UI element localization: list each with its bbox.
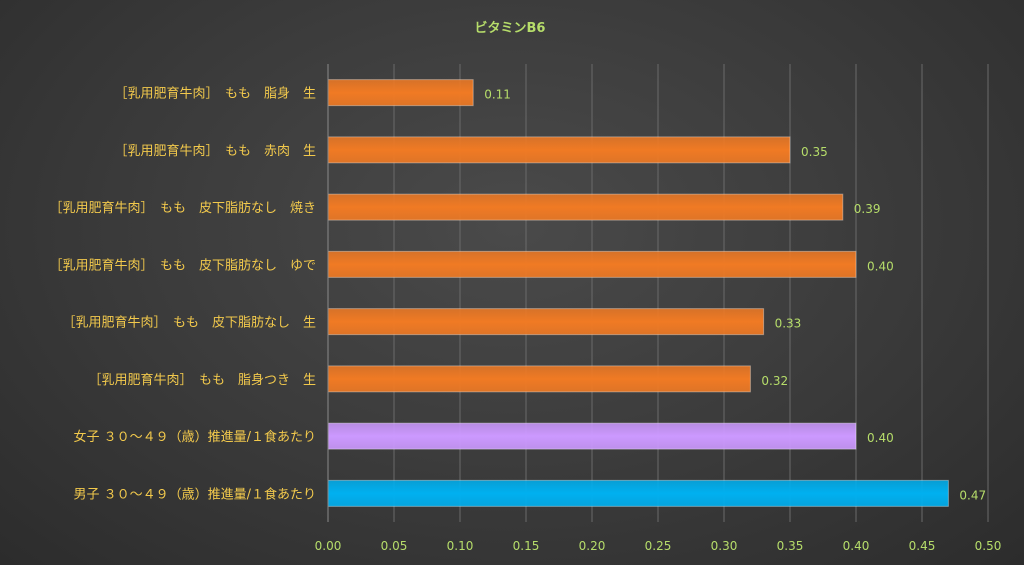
bar — [327, 365, 751, 393]
data-label: 0.47 — [959, 488, 986, 502]
bar — [327, 308, 765, 336]
data-label: 0.40 — [867, 431, 894, 445]
x-tick-label: 0.20 — [579, 539, 606, 553]
category-label: ［乳用肥育牛肉］ もも 脂身 生 — [114, 86, 316, 102]
chart-title: ビタミンB6 — [475, 20, 546, 36]
data-label: 0.32 — [761, 374, 788, 388]
bars — [327, 79, 949, 507]
category-label: ［乳用肥育牛肉］ もも 脂身つき 生 — [88, 372, 316, 388]
category-label: ［乳用肥育牛肉］ もも 皮下脂肪なし ゆで — [49, 257, 316, 273]
x-tick-label: 0.15 — [513, 539, 540, 553]
bar — [327, 136, 791, 164]
x-tick-label: 0.25 — [645, 539, 672, 553]
x-tick-label: 0.05 — [381, 539, 408, 553]
x-tick-label: 0.50 — [975, 539, 1002, 553]
bar — [327, 193, 844, 221]
grid-lines — [393, 64, 989, 522]
category-label: 女子 ３０～４９（歳）推進量/１食あたり — [73, 429, 316, 445]
bar — [327, 250, 857, 278]
x-axis-ticks: 0.00 0.05 0.10 0.15 0.20 0.25 0.30 0.35 0.40 0.45… — [315, 539, 1002, 553]
bar — [327, 422, 857, 450]
x-tick-label: 0.10 — [447, 539, 474, 553]
data-labels: 0.11 0.35 0.39 0.40 0.33 0.32 0.40 0.47 — [484, 88, 986, 503]
bar — [327, 479, 949, 507]
data-label: 0.33 — [775, 317, 802, 331]
x-tick-label: 0.40 — [843, 539, 870, 553]
category-labels: ［乳用肥育牛肉］ もも 脂身 生 ［乳用肥育牛肉］ もも 赤肉 生 ［乳用肥育牛肉］… — [49, 86, 316, 503]
data-label: 0.39 — [854, 202, 881, 216]
category-label: ［乳用肥育牛肉］ もも 皮下脂肪なし 生 — [62, 315, 316, 331]
category-label: ［乳用肥育牛肉］ もも 赤肉 生 — [114, 143, 316, 159]
x-tick-label: 0.30 — [711, 539, 738, 553]
data-label: 0.40 — [867, 259, 894, 273]
category-label: 男子 ３０～４９（歳）推進量/１食あたり — [73, 486, 316, 502]
x-tick-label: 0.45 — [909, 539, 936, 553]
x-tick-label: 0.35 — [777, 539, 804, 553]
bar — [327, 79, 474, 107]
category-label: ［乳用肥育牛肉］ もも 皮下脂肪なし 焼き — [49, 200, 316, 216]
data-label: 0.11 — [484, 88, 511, 102]
x-tick-label: 0.00 — [315, 539, 342, 553]
data-label: 0.35 — [801, 145, 828, 159]
